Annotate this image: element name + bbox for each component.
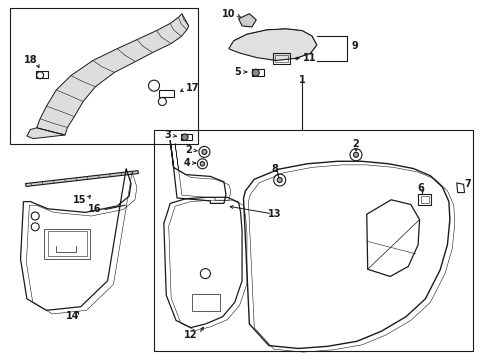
Circle shape bbox=[202, 149, 206, 154]
Circle shape bbox=[353, 152, 358, 157]
Text: 9: 9 bbox=[350, 41, 357, 51]
Bar bbox=[191, 294, 220, 311]
Text: 13: 13 bbox=[267, 209, 281, 219]
Text: 7: 7 bbox=[464, 179, 470, 189]
Bar bbox=[181, 134, 191, 140]
Text: 18: 18 bbox=[23, 55, 37, 66]
Bar bbox=[10, 8, 198, 144]
Bar bbox=[251, 69, 264, 76]
Text: 17: 17 bbox=[185, 83, 199, 93]
Bar bbox=[420, 196, 428, 203]
Bar bbox=[154, 130, 472, 351]
Text: 12: 12 bbox=[183, 330, 197, 340]
Bar bbox=[48, 231, 86, 256]
Text: 14: 14 bbox=[65, 311, 79, 321]
Text: 4: 4 bbox=[183, 158, 190, 168]
Polygon shape bbox=[25, 171, 138, 186]
Circle shape bbox=[277, 177, 282, 183]
Text: 3: 3 bbox=[164, 130, 171, 140]
Bar bbox=[417, 194, 430, 205]
Text: 16: 16 bbox=[88, 204, 102, 214]
Text: 15: 15 bbox=[72, 195, 86, 205]
Polygon shape bbox=[27, 128, 65, 139]
Polygon shape bbox=[37, 14, 188, 135]
Circle shape bbox=[200, 162, 204, 166]
Bar bbox=[272, 53, 289, 64]
Text: 1: 1 bbox=[298, 75, 305, 85]
Text: 2: 2 bbox=[185, 145, 192, 155]
Circle shape bbox=[252, 69, 259, 76]
Circle shape bbox=[181, 134, 188, 140]
Bar bbox=[275, 55, 287, 62]
Text: 8: 8 bbox=[271, 164, 278, 174]
Text: 6: 6 bbox=[416, 183, 423, 193]
Polygon shape bbox=[228, 29, 316, 60]
Bar bbox=[36, 71, 48, 78]
Polygon shape bbox=[238, 14, 256, 27]
Bar bbox=[44, 229, 90, 259]
Text: 2: 2 bbox=[352, 139, 359, 149]
Text: 11: 11 bbox=[303, 53, 316, 63]
Bar bbox=[159, 90, 174, 97]
Text: 10: 10 bbox=[222, 9, 235, 19]
Text: 5: 5 bbox=[233, 67, 240, 77]
